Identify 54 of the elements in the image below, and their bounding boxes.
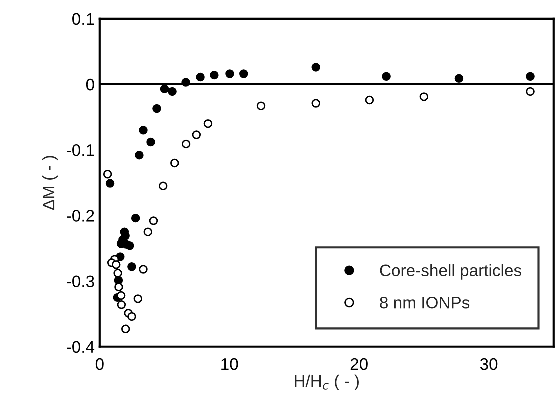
- point: [160, 84, 170, 94]
- point: [135, 150, 144, 160]
- y-tick-label: -0.1: [67, 144, 94, 156]
- point: [116, 291, 126, 300]
- point: [182, 78, 190, 87]
- x-tick-label: 10: [222, 358, 238, 370]
- point: [382, 72, 391, 81]
- point: [420, 92, 429, 102]
- point: [139, 265, 148, 274]
- point: [158, 182, 168, 191]
- point: [144, 228, 153, 236]
- y-tick-label: 0: [86, 78, 94, 91]
- point: [128, 312, 136, 322]
- y-tick-label: -0.4: [67, 341, 95, 354]
- x-tick-label: 0: [96, 358, 104, 370]
- point: [112, 260, 121, 270]
- y-tick-label: -0.3: [67, 276, 94, 288]
- x-tick-label: 30: [480, 358, 498, 370]
- y-axis-title: ΔM ( - ): [42, 156, 58, 210]
- point: [139, 126, 148, 135]
- point: [149, 216, 158, 226]
- y-tick-label: 0.1: [72, 13, 94, 26]
- point: [121, 324, 130, 334]
- point: [103, 170, 112, 179]
- point: [114, 269, 122, 278]
- point: [128, 262, 136, 272]
- point: [131, 214, 140, 223]
- point: [526, 87, 535, 96]
- point: [210, 70, 219, 80]
- point: [312, 99, 320, 108]
- point: [152, 104, 162, 114]
- x-axis-title: H/H$_{c}$ ( - ): [295, 374, 359, 390]
- point: [106, 179, 115, 188]
- point: [365, 96, 374, 105]
- point: [226, 70, 234, 78]
- point: [256, 102, 266, 111]
- x-tick-label: 20: [350, 358, 368, 370]
- legend-label: 8 nm IONPs: [380, 296, 470, 309]
- point: [182, 140, 191, 149]
- point: [454, 74, 464, 83]
- point: [526, 72, 535, 81]
- point: [168, 87, 177, 96]
- point: [170, 158, 180, 168]
- point: [196, 72, 205, 82]
- point: [312, 63, 320, 72]
- point: [192, 130, 202, 140]
- point: [134, 294, 143, 304]
- point: [117, 300, 126, 310]
- point: [114, 282, 124, 292]
- legend-label: Core-shell particles: [380, 264, 522, 280]
- point: [240, 70, 248, 78]
- point: [204, 119, 213, 128]
- y-tick-label: -0.2: [67, 210, 94, 222]
- point: [146, 138, 156, 147]
